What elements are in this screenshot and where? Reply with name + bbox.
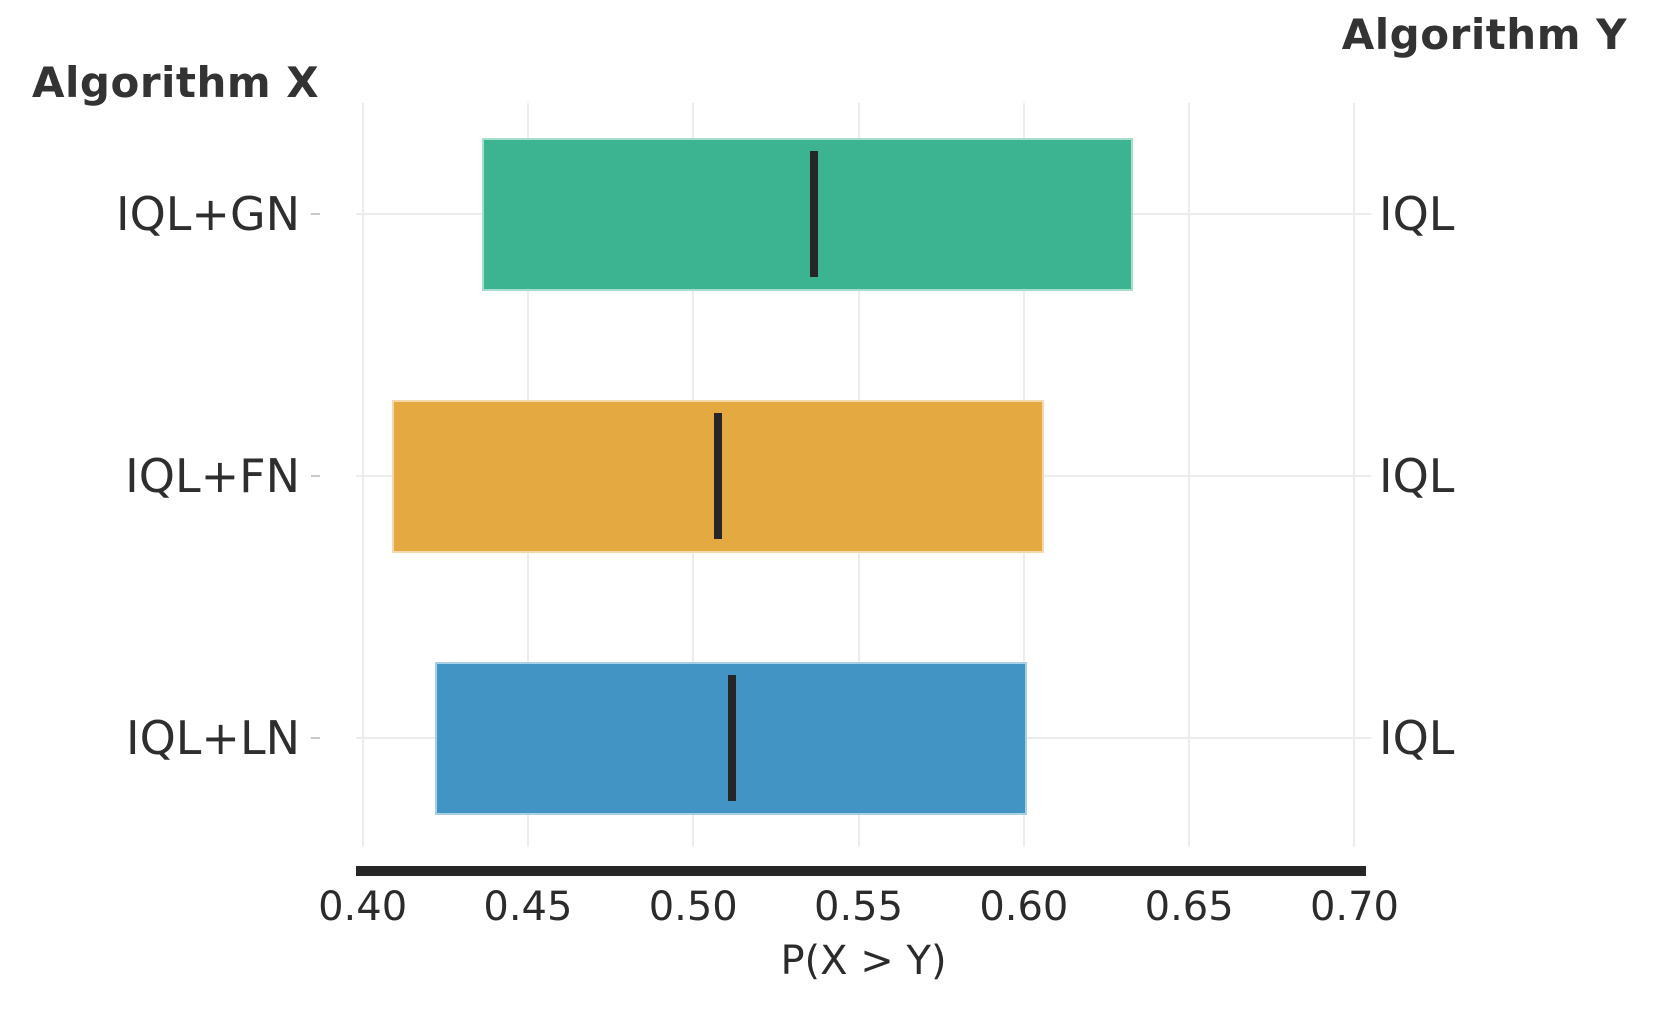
algorithm-y-label: IQL (1379, 449, 1455, 503)
x-axis-label: P(X > Y) (780, 938, 947, 984)
x-tick-label: 0.55 (814, 884, 904, 930)
ci-bar-iql-ln (435, 661, 1028, 815)
ci-bar-iql-gn (481, 137, 1133, 291)
algorithm-x-title: Algorithm X (32, 58, 320, 107)
x-tick-label: 0.65 (1144, 884, 1234, 930)
point-estimate-line (714, 412, 723, 540)
algorithm-x-label: IQL+LN (126, 711, 300, 765)
x-tick-label: 0.45 (483, 884, 573, 930)
y-tick-mark (311, 737, 320, 739)
x-tick-label: 0.40 (318, 884, 408, 930)
algorithm-x-label: IQL+GN (116, 187, 300, 241)
x-tick-label: 0.60 (979, 884, 1069, 930)
x-tick-label: 0.70 (1309, 884, 1399, 930)
y-tick-mark (311, 213, 320, 215)
algorithm-y-title: Algorithm Y (1341, 10, 1627, 59)
y-tick-mark (311, 475, 320, 477)
algorithm-x-label: IQL+FN (125, 449, 300, 503)
point-estimate-line (810, 150, 819, 278)
point-estimate-line (727, 674, 736, 802)
algorithm-y-label: IQL (1379, 711, 1455, 765)
x-axis-line (356, 866, 1366, 876)
x-tick-label: 0.50 (648, 884, 738, 930)
algorithm-y-label: IQL (1379, 187, 1455, 241)
ci-bar-iql-fn (392, 399, 1044, 553)
